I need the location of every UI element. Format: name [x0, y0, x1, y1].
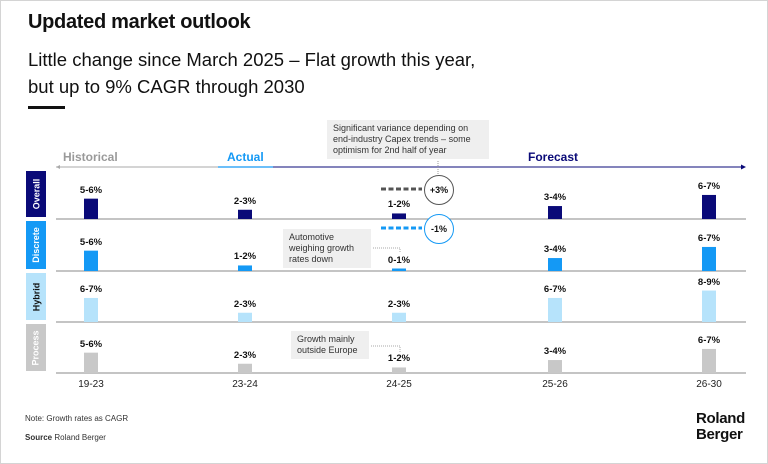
footnote: Note: Growth rates as CAGR [25, 414, 129, 423]
roland-berger-logo: Roland Berger [696, 411, 745, 443]
bar-process-25-26 [548, 360, 562, 373]
data-label: 0-1% [387, 254, 411, 266]
bar-hybrid-26-30 [702, 290, 716, 322]
source: Source Roland Berger [25, 433, 106, 442]
bar-discrete-23-24 [238, 265, 252, 271]
data-label: 6-7% [697, 180, 721, 192]
row-label-hybrid: Hybrid [26, 273, 46, 320]
data-label: 5-6% [79, 236, 103, 248]
source-value: Roland Berger [54, 433, 106, 442]
source-label: Source [25, 433, 53, 442]
data-label: 6-7% [543, 283, 567, 295]
process-note: Growth mainly outside Europe [291, 331, 369, 359]
automotive-note: Automotive weighing growth rates down [283, 229, 371, 268]
phase-forecast: Forecast [528, 150, 579, 164]
bar-process-24-25 [392, 367, 406, 373]
process-connector [371, 345, 401, 353]
category-label: 19-23 [78, 379, 104, 390]
row-label-text: Discrete [31, 227, 41, 263]
data-label: 8-9% [697, 276, 721, 288]
bar-hybrid-25-26 [548, 297, 562, 322]
row-label-text: Process [31, 329, 41, 366]
bar-overall-23-24 [238, 209, 252, 219]
data-label: 6-7% [697, 232, 721, 244]
variance-note: Significant variance depending on end-in… [327, 120, 489, 159]
row-label-text: Hybrid [31, 282, 42, 311]
data-label: 1-2% [233, 251, 257, 263]
category-label: 25-26 [542, 379, 568, 390]
data-label: 2-3% [233, 195, 257, 207]
row-label-text: Overall [31, 178, 41, 210]
data-label: 2-3% [387, 298, 411, 310]
subtitle-line-1: Little change since March 2025 – Flat gr… [28, 49, 476, 70]
bar-hybrid-23-24 [238, 312, 252, 322]
subtitle: Little change since March 2025 – Flat gr… [28, 46, 548, 100]
bar-process-19-23 [84, 352, 98, 373]
row-label-process: Process [26, 324, 46, 371]
data-label: 3-4% [543, 192, 567, 204]
data-label: 6-7% [79, 283, 103, 295]
bar-process-23-24 [238, 363, 252, 373]
data-label: 6-7% [697, 334, 721, 346]
axis-right-arrow [741, 164, 746, 170]
bar-overall-19-23 [84, 198, 98, 219]
automotive-connector [373, 247, 401, 253]
overall-change-circle: +3% [424, 175, 454, 205]
data-label: 1-2% [387, 199, 411, 211]
title-rule [28, 106, 65, 109]
data-label: 1-2% [387, 353, 411, 365]
bar-overall-25-26 [548, 206, 562, 219]
category-label: 24-25 [386, 379, 412, 390]
data-label: 5-6% [79, 184, 103, 196]
page-title: Updated market outlook [28, 11, 251, 33]
row-label-discrete: Discrete [26, 221, 46, 269]
bar-discrete-26-30 [702, 246, 716, 271]
logo-line-1: Roland [695, 410, 745, 427]
bar-process-26-30 [702, 348, 716, 373]
bar-discrete-25-26 [548, 258, 562, 271]
data-label: 2-3% [233, 298, 257, 310]
data-label: 5-6% [79, 338, 103, 350]
bar-discrete-24-25 [392, 268, 406, 271]
data-label: 3-4% [543, 346, 567, 358]
bar-overall-24-25 [392, 213, 406, 219]
category-label: 26-30 [696, 379, 722, 390]
bar-overall-26-30 [702, 194, 716, 219]
row-label-overall: Overall [26, 171, 46, 217]
subtitle-line-2: but up to 9% CAGR through 2030 [28, 76, 305, 97]
logo-line-2: Berger [695, 426, 743, 443]
phase-actual: Actual [227, 150, 264, 164]
data-label: 2-3% [233, 349, 257, 361]
bar-hybrid-24-25 [392, 312, 406, 322]
bar-hybrid-19-23 [84, 297, 98, 322]
category-label: 23-24 [232, 379, 258, 390]
bar-discrete-19-23 [84, 250, 98, 271]
discrete-change-circle: -1% [424, 214, 454, 244]
axis-left-arrow [56, 165, 60, 169]
phase-historical: Historical [63, 150, 118, 164]
data-label: 3-4% [543, 244, 567, 256]
